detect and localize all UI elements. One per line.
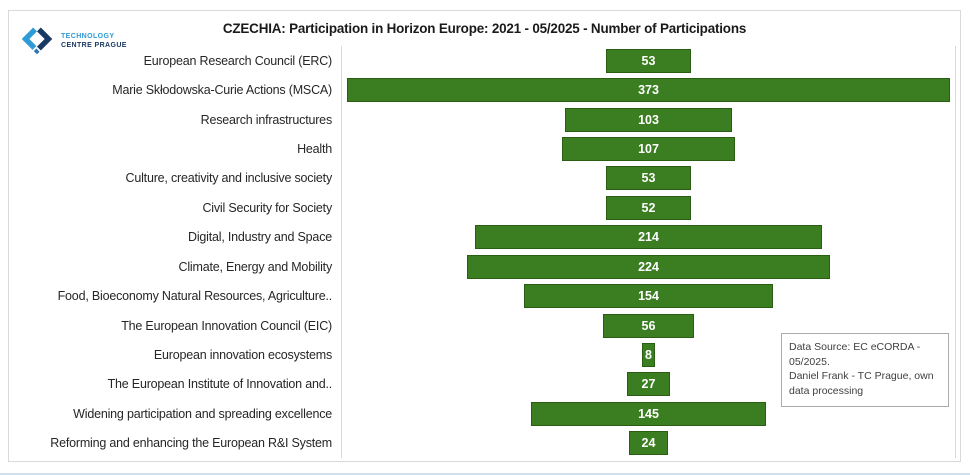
chart-row: Marie Skłodowska-Curie Actions (MSCA) 373 (10, 75, 956, 105)
bar-value-label: 56 (641, 318, 656, 333)
bar: 53 (605, 48, 692, 73)
bar-value-label: 154 (638, 289, 659, 304)
category-label: Climate, Energy and Mobility (178, 259, 333, 274)
bar: 52 (606, 195, 691, 220)
bar: 154 (523, 284, 774, 309)
plot-cell: 107 (341, 134, 956, 164)
plot-cell: 224 (341, 251, 956, 282)
category-label: Widening participation and spreading exc… (73, 406, 332, 421)
bar-value-label: 27 (641, 377, 656, 392)
category-label: Reforming and enhancing the European R&I… (50, 436, 332, 451)
plot-cell: 214 (341, 222, 956, 252)
chart-row: Civil Security for Society 52 (10, 193, 956, 223)
bar: 24 (629, 431, 668, 456)
category-label: Research infrastructures (200, 112, 333, 127)
chart-row: Reforming and enhancing the European R&I… (10, 428, 956, 458)
bar-chart-area: European Research Council (ERC) 53 Marie S… (10, 46, 956, 458)
data-source-line: Data Source: EC eCORDA - 05/2025. (789, 341, 921, 368)
bar-value-label: 53 (641, 53, 656, 68)
plot-cell: 8 (341, 340, 956, 370)
chart-row: Research infrastructures 103 (10, 104, 956, 135)
category-label: Digital, Industry and Space (188, 230, 332, 245)
bar-value-label: 24 (641, 436, 656, 451)
chart-row: European innovation ecosystems 8 (10, 340, 956, 370)
chart-row: Food, Bioeconomy Natural Resources, Agri… (10, 281, 956, 311)
plot-cell: 145 (341, 399, 956, 429)
category-label: Civil Security for Society (202, 200, 332, 215)
category-label: The European Innovation Council (EIC) (121, 318, 332, 333)
category-label: Food, Bioeconomy Natural Resources, Agri… (57, 289, 333, 304)
bar-value-label: 107 (638, 141, 659, 156)
bar: 373 (346, 78, 951, 103)
plot-cell: 53 (341, 46, 956, 76)
bar: 107 (561, 136, 736, 161)
bar: 53 (605, 166, 692, 191)
chart-row: Climate, Energy and Mobility 224 (10, 251, 956, 282)
logo-line2: CENTRE PRAGUE (61, 41, 127, 49)
tc-prague-logo-icon (19, 22, 55, 61)
plot-cell: 24 (341, 428, 956, 458)
bar: 214 (475, 225, 822, 250)
bar: 103 (565, 107, 732, 132)
chart-row: Health 107 (10, 134, 956, 164)
bar-value-label: 53 (641, 171, 656, 186)
bar-value-label: 214 (638, 230, 659, 245)
logo-line1: TECHNOLOGY (61, 33, 115, 41)
plot-cell: 52 (341, 193, 956, 223)
plot-cell: 53 (341, 163, 956, 194)
window-bottom-edge (0, 473, 970, 475)
bar-value-label: 224 (638, 259, 659, 274)
chart-row: Digital, Industry and Space 214 (10, 222, 956, 252)
chart-row: The European Innovation Council (EIC) 56 (10, 310, 956, 341)
bar: 8 (642, 342, 655, 367)
plot-cell: 56 (341, 310, 956, 341)
bar: 56 (603, 313, 694, 338)
chart-row: Widening participation and spreading exc… (10, 399, 956, 429)
tc-prague-logo: TECHNOLOGY CENTRE PRAGUE (19, 22, 127, 61)
chart-row: The European Institute of Innovation and… (10, 369, 956, 400)
bar: 145 (531, 401, 766, 426)
category-label: Marie Skłodowska-Curie Actions (MSCA) (112, 83, 332, 98)
bar: 224 (467, 254, 830, 279)
data-source-note: Data Source: EC eCORDA - 05/2025. Daniel… (781, 333, 949, 407)
category-label: Culture, creativity and inclusive societ… (125, 171, 333, 186)
chart-title: CZECHIA: Participation in Horizon Europe… (222, 20, 747, 36)
bar-value-label: 52 (641, 200, 656, 215)
plot-cell: 27 (341, 369, 956, 400)
plot-cell: 154 (341, 281, 956, 311)
category-label: European Research Council (ERC) (143, 53, 333, 68)
category-label: European innovation ecosystems (153, 347, 332, 362)
chart-row: European Research Council (ERC) 53 (10, 46, 956, 76)
bar-value-label: 8 (645, 347, 652, 362)
bar-value-label: 103 (638, 112, 659, 127)
chart-row: Culture, creativity and inclusive societ… (10, 163, 956, 194)
plot-cell: 373 (341, 75, 956, 105)
plot-cell: 103 (341, 104, 956, 135)
chart-frame: TECHNOLOGY CENTRE PRAGUE CZECHIA: Partic… (8, 10, 961, 462)
data-source-line: Daniel Frank - TC Prague, own data proce… (789, 370, 934, 398)
bar: 27 (626, 372, 671, 397)
category-label: Health (297, 141, 332, 156)
bar-value-label: 373 (638, 83, 659, 98)
logo-text: TECHNOLOGY CENTRE PRAGUE (61, 33, 127, 49)
bar-value-label: 145 (638, 406, 659, 421)
category-label: The European Institute of Innovation and… (107, 377, 333, 392)
